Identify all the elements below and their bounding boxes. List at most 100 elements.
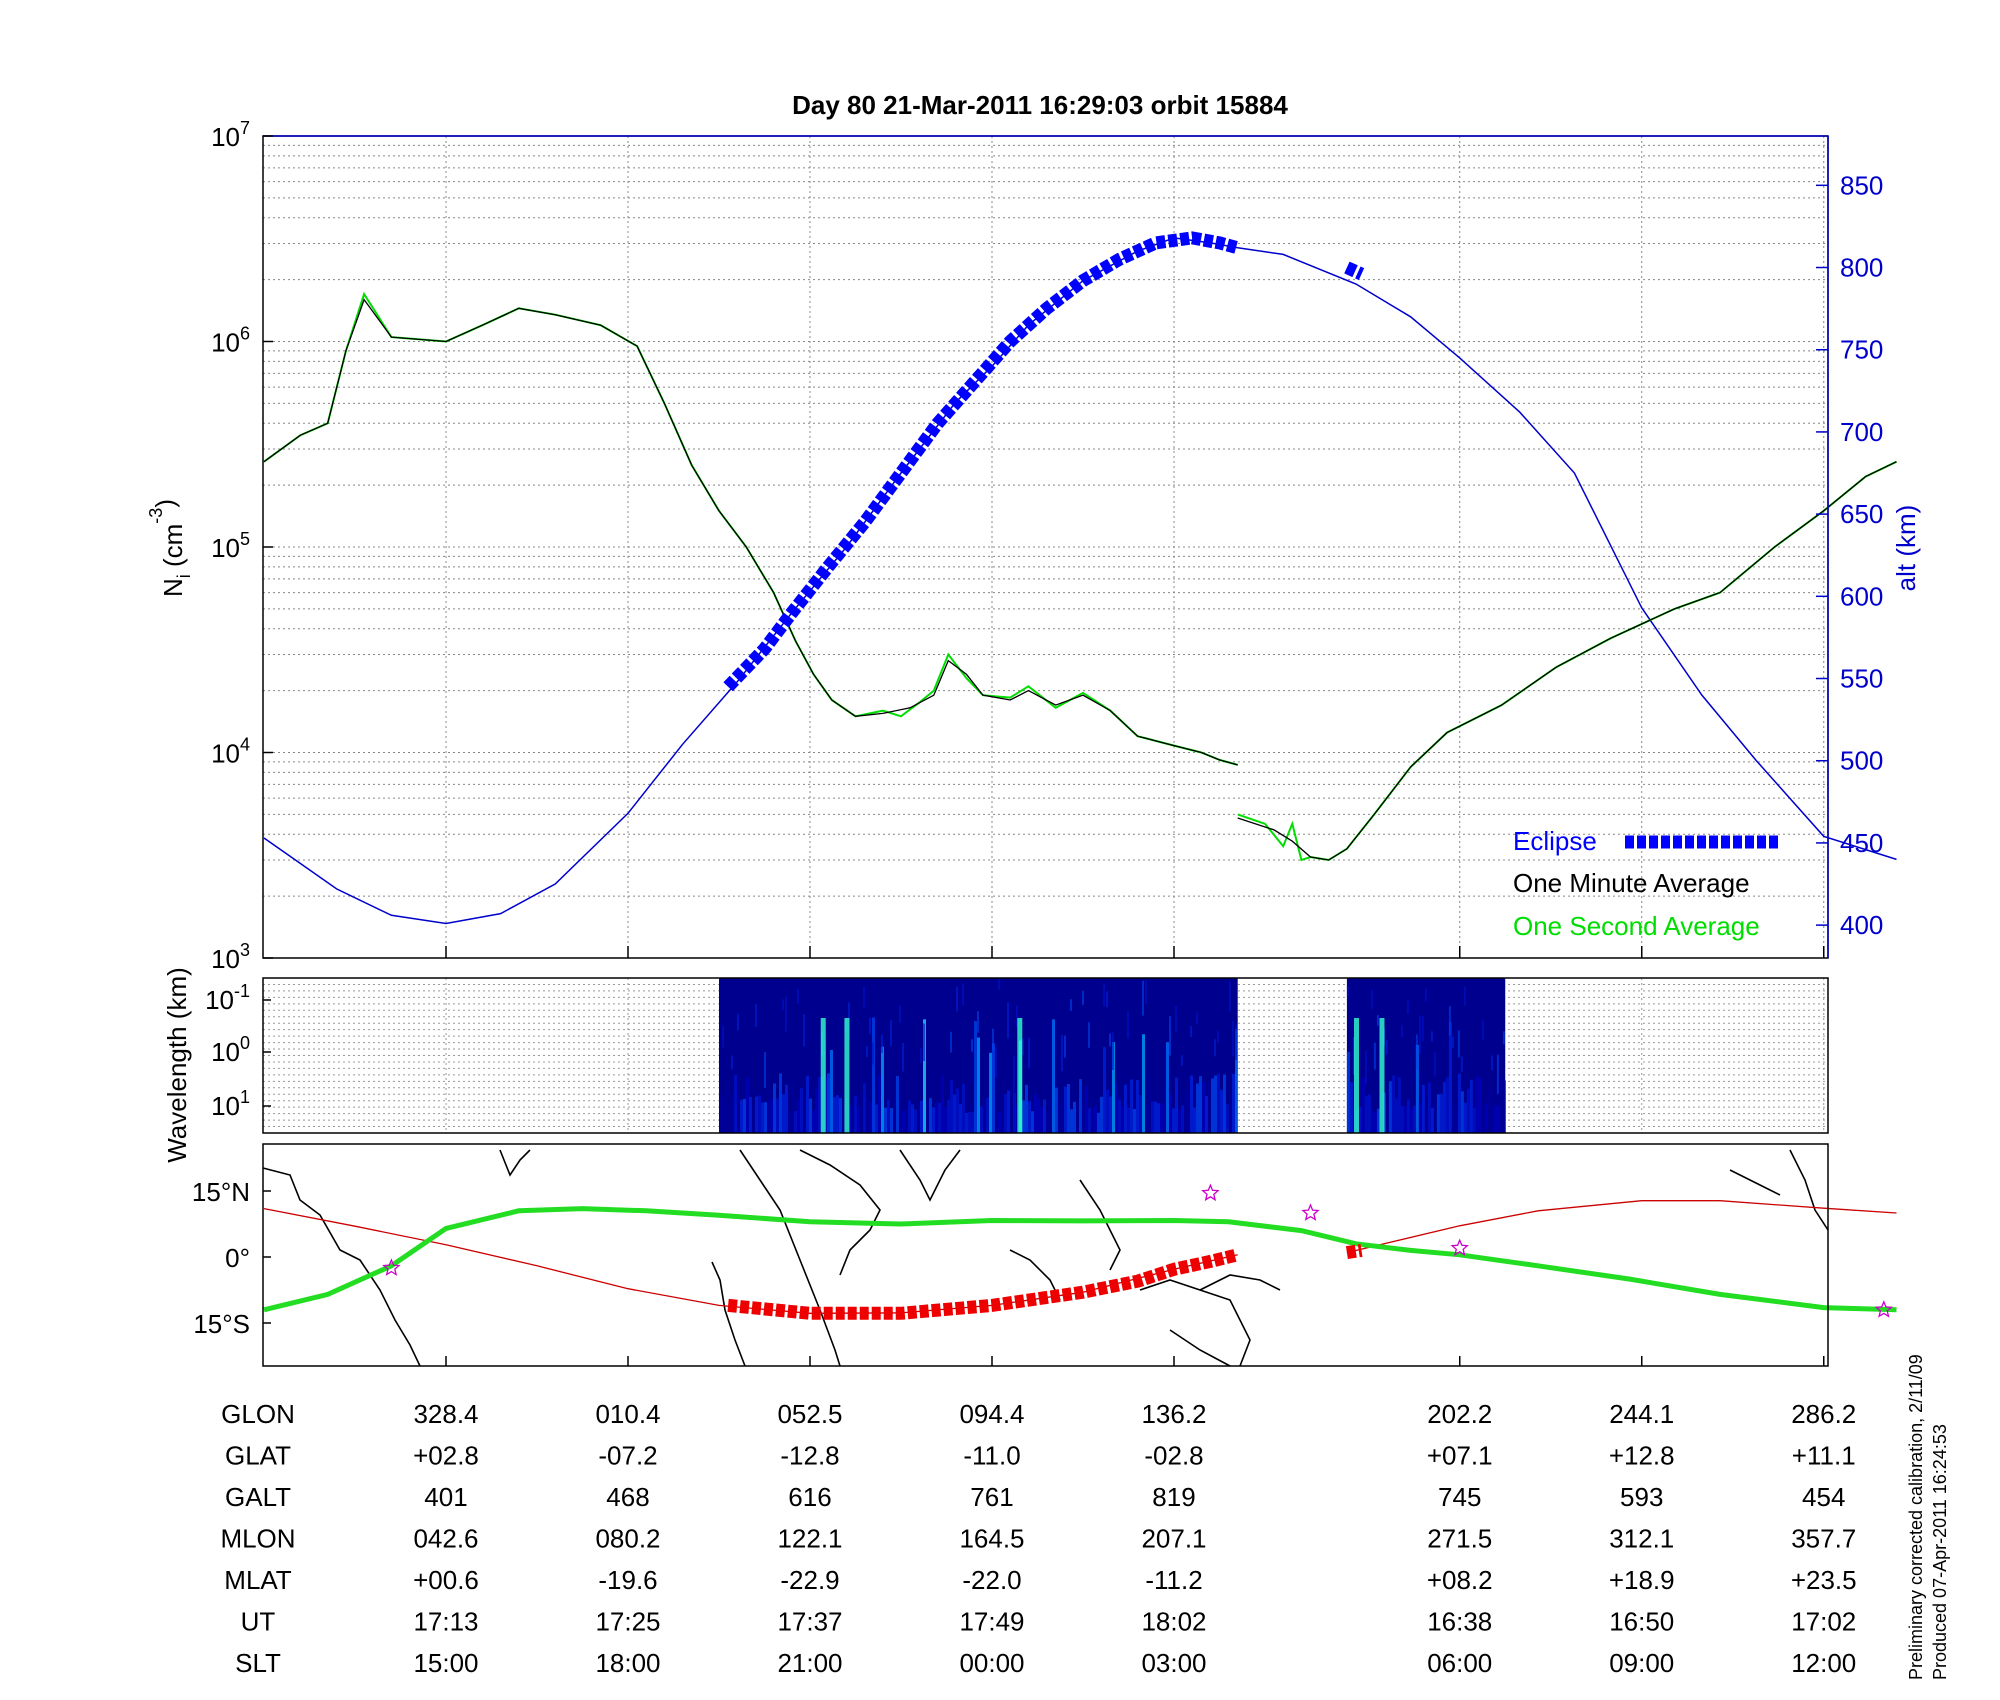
spectrogram-column <box>1454 1108 1458 1133</box>
spectrogram-streak <box>797 988 799 1004</box>
coastline <box>499 1149 531 1177</box>
spectrogram-column <box>1499 1076 1503 1133</box>
table-cell: 052.5 <box>777 1399 842 1429</box>
spectrogram-column <box>1097 1112 1100 1133</box>
spectrogram-streak <box>866 1046 868 1057</box>
station-star-marker <box>1301 1203 1320 1221</box>
spectrogram-column <box>1139 1095 1142 1133</box>
spectrogram-streak <box>1376 1014 1379 1026</box>
table-row-label: GLAT <box>225 1441 291 1471</box>
table-cell: 745 <box>1438 1482 1481 1512</box>
spectrogram-column <box>1025 1084 1028 1133</box>
latitude-tick-label: 15°S <box>193 1309 250 1339</box>
spectrogram-streak <box>1112 1032 1114 1071</box>
table-cell: 357.7 <box>1791 1524 1856 1554</box>
spectrogram-column <box>950 1080 953 1133</box>
altitude-tick-label: 700 <box>1840 417 1883 447</box>
spectrogram-column <box>1367 1094 1371 1133</box>
spectrogram-streak <box>962 983 964 1006</box>
footer-calibration-note: Preliminary corrected calibration, 2/11/… <box>1906 1354 1926 1680</box>
magnetic-equator-line <box>263 1206 1897 1313</box>
map-panel: 15°N 0° 15°S <box>192 1149 1897 1367</box>
table-cell: 080.2 <box>595 1524 660 1554</box>
spectrogram-column <box>1046 1110 1049 1133</box>
spectrogram-column <box>1115 1082 1118 1133</box>
spectrogram-column <box>851 1097 854 1133</box>
table-cell: 094.4 <box>959 1399 1024 1429</box>
spectrogram-streak <box>1481 1019 1484 1041</box>
spectrogram-column <box>1133 1109 1136 1133</box>
eclipse-track-segment <box>1345 1243 1363 1260</box>
spectrogram-streak <box>722 1025 724 1048</box>
spectrogram-streak <box>1352 1037 1355 1075</box>
spectrogram-column <box>1349 1082 1353 1133</box>
spectrogram-column <box>1223 1074 1226 1133</box>
coastline <box>1729 1169 1781 1196</box>
spectrogram-column <box>731 1093 734 1133</box>
spectrogram-column <box>815 1088 818 1133</box>
spectrogram-column <box>770 1098 773 1133</box>
wavelength-tick-label: 101 <box>211 1087 250 1121</box>
spectrogram-streak <box>1430 1031 1433 1042</box>
spectrogram-streak <box>1415 1034 1418 1070</box>
spectrogram-column <box>788 1111 791 1133</box>
spectrogram-streak <box>995 1047 997 1078</box>
spectrogram-streak <box>1235 1024 1237 1061</box>
spectrogram-streak <box>1181 1055 1183 1066</box>
spectrogram-column <box>1424 1108 1428 1133</box>
spectrogram-column <box>869 1101 872 1133</box>
altitude-axis-label: alt (km) <box>1891 505 1921 592</box>
spectrogram-column <box>1217 1073 1220 1133</box>
spectrogram-spike <box>1354 1018 1359 1133</box>
spectrogram-column <box>1136 1080 1139 1133</box>
spectrogram-column <box>1361 1077 1365 1133</box>
latitude-tick-label: 0° <box>225 1243 250 1273</box>
spectrogram-streak <box>1214 1039 1216 1057</box>
spectrogram-column <box>1037 1098 1040 1133</box>
spectrogram-column <box>1175 1077 1178 1133</box>
spectrogram-column <box>1397 1077 1401 1133</box>
table-cell: 819 <box>1152 1482 1195 1512</box>
spectrogram-column <box>965 1112 968 1133</box>
table-cell: 202.2 <box>1427 1399 1492 1429</box>
spectrogram-column <box>863 1083 866 1133</box>
spectrogram-column <box>806 1075 809 1133</box>
table-row-label: MLAT <box>224 1565 292 1595</box>
spectrogram-column <box>875 1104 878 1133</box>
spectrogram-column <box>1406 1099 1410 1133</box>
spectrogram-column <box>1448 1021 1452 1133</box>
table-cell: 16:50 <box>1609 1607 1674 1637</box>
table-cell: 17:25 <box>595 1607 660 1637</box>
table-row-label: UT <box>241 1607 276 1637</box>
table-cell: -22.9 <box>780 1565 839 1595</box>
spectrogram-column <box>1001 1090 1004 1133</box>
spectrogram-column <box>1214 1075 1217 1133</box>
table-cell: +23.5 <box>1791 1565 1857 1595</box>
spectrogram-column <box>1145 1105 1148 1133</box>
table-cell: 17:02 <box>1791 1607 1856 1637</box>
spectrogram-column <box>920 1100 923 1133</box>
spectrogram-column <box>995 1109 998 1133</box>
spectrogram-column <box>1466 1088 1470 1133</box>
spectrogram-column <box>734 1074 737 1133</box>
spectrogram-column <box>1079 1079 1082 1133</box>
spectrogram-column <box>1226 1104 1229 1133</box>
spectrogram-column <box>1052 1019 1055 1133</box>
table-cell: 136.2 <box>1141 1399 1206 1429</box>
spectrogram-column <box>1451 1106 1455 1133</box>
spectrogram-column <box>1127 1107 1130 1133</box>
table-cell: 06:00 <box>1427 1648 1492 1678</box>
spectrogram-column <box>1049 1099 1052 1133</box>
spectrogram-column <box>1034 1094 1037 1133</box>
spectrogram-streak <box>1022 1038 1024 1056</box>
spectrogram-streak <box>1448 1006 1451 1036</box>
spectrogram-column <box>974 1021 977 1133</box>
spectrogram-column <box>956 1088 959 1133</box>
spectrogram-column <box>1031 1111 1034 1133</box>
spectrogram-panel-frame <box>262 977 1829 1134</box>
spectrogram-streak <box>1217 1030 1219 1043</box>
spectrogram-column <box>1184 1091 1187 1133</box>
spectrogram-column <box>1421 1084 1425 1133</box>
spectrogram-column <box>749 1096 752 1133</box>
spectrogram-streak <box>1064 1035 1066 1058</box>
